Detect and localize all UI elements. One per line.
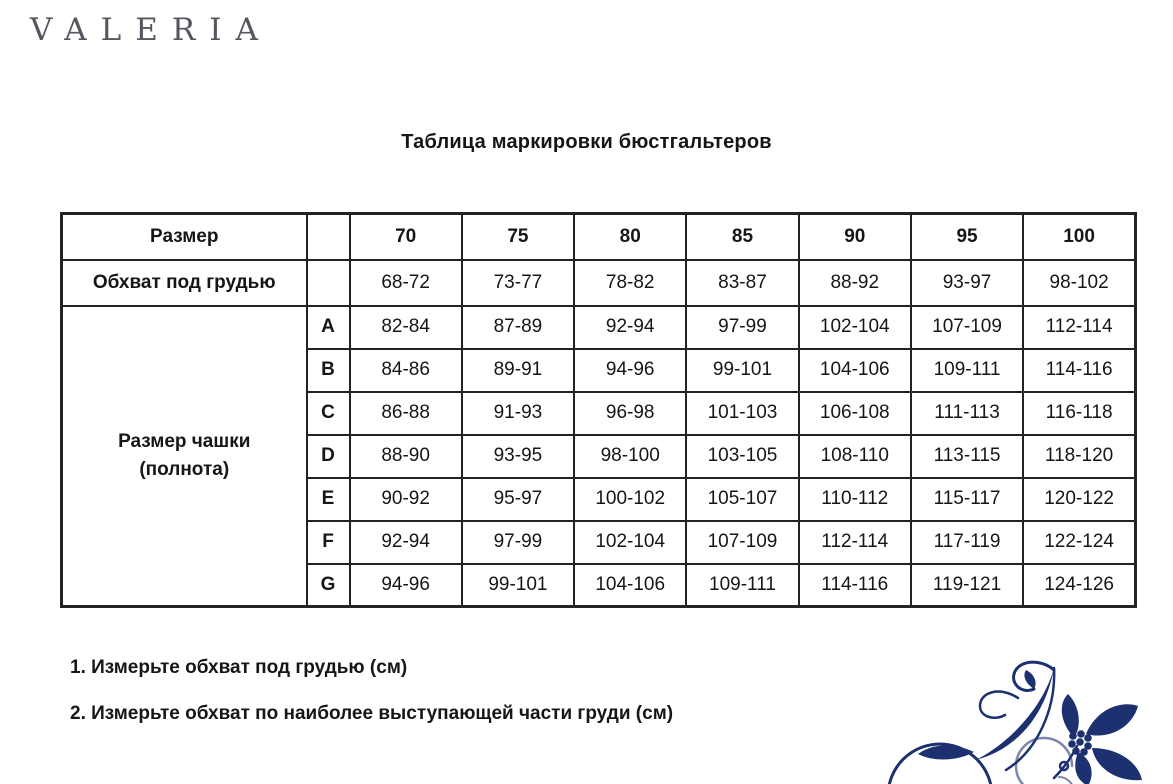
cup-value-cell: 124-126	[1022, 562, 1137, 608]
cup-value-cell: 118-120	[1022, 433, 1137, 479]
cup-value-cell: 116-118	[1022, 390, 1137, 436]
cup-value-cell: 110-112	[797, 476, 912, 522]
cup-value-cell: 109-111	[685, 562, 800, 608]
cup-label-line2: (полнота)	[139, 458, 230, 480]
cup-value-cell: 95-97	[460, 476, 576, 522]
table-row-cup-B: B 84-86 89-91 94-96 99-101 104-106 109-1…	[62, 347, 1137, 393]
underbust-cell: 88-92	[797, 258, 912, 307]
cup-value-cell: 107-109	[685, 519, 800, 565]
cup-size-row-label: Размер чашки (полнота)	[60, 304, 308, 608]
cup-letter-cell: A	[305, 304, 351, 350]
size-col-header: 100	[1022, 212, 1137, 261]
cup-letter-cell: B	[305, 347, 351, 393]
cup-value-cell: 88-90	[348, 433, 463, 479]
cup-value-cell: 109-111	[909, 347, 1025, 393]
underbust-row-label: Обхват под грудью	[60, 258, 308, 307]
size-col-header: 90	[797, 212, 912, 261]
cup-value-cell: 120-122	[1022, 476, 1137, 522]
underbust-cell: 73-77	[460, 258, 576, 307]
cup-value-cell: 99-101	[460, 562, 576, 608]
cup-value-cell: 114-116	[797, 562, 912, 608]
cup-value-cell: 122-124	[1022, 519, 1137, 565]
cup-value-cell: 84-86	[348, 347, 463, 393]
cup-value-cell: 102-104	[573, 519, 688, 565]
cup-value-cell: 98-100	[573, 433, 688, 479]
instruction-step-2: 2. Измерьте обхват по наиболее выступающ…	[70, 703, 674, 724]
cup-value-cell: 99-101	[685, 347, 800, 393]
underbust-cell: 78-82	[573, 258, 688, 307]
underbust-cell: 68-72	[348, 258, 463, 307]
cup-value-cell: 101-103	[685, 390, 800, 436]
cup-value-cell: 100-102	[573, 476, 688, 522]
cup-value-cell: 117-119	[909, 519, 1025, 565]
size-col-header: 80	[573, 212, 688, 261]
empty-cell	[305, 258, 351, 307]
page-title: Таблица маркировки бюстгальтеров	[401, 131, 772, 153]
cup-value-cell: 86-88	[348, 390, 463, 436]
cup-value-cell: 108-110	[797, 433, 912, 479]
cup-value-cell: 107-109	[909, 304, 1025, 350]
size-col-header: 70	[348, 212, 463, 261]
cup-value-cell: 115-117	[909, 476, 1025, 522]
table-row-size-header: Размер 70 75 80 85 90 95 100	[60, 212, 1137, 261]
cup-value-cell: 90-92	[348, 476, 463, 522]
cup-value-cell: 102-104	[797, 304, 912, 350]
size-col-header: 75	[460, 212, 576, 261]
cup-value-cell: 94-96	[573, 347, 688, 393]
cup-letter-cell: C	[305, 390, 351, 436]
table-row-cup-E: E 90-92 95-97 100-102 105-107 110-112 11…	[62, 476, 1137, 522]
underbust-cell: 83-87	[685, 258, 800, 307]
brand-logo: VALERIA	[30, 12, 272, 48]
cup-value-cell: 92-94	[348, 519, 463, 565]
cup-letter-cell: D	[305, 433, 351, 479]
table-row-cup-G: G 94-96 99-101 104-106 109-111 114-116 1…	[62, 562, 1137, 608]
size-col-header: 85	[685, 212, 800, 261]
cup-value-cell: 103-105	[685, 433, 800, 479]
cup-letter-cell: F	[305, 519, 351, 565]
table-row-cup-A: Размер чашки (полнота) A 82-84 87-89 92-…	[60, 304, 1137, 608]
cup-value-cell: 91-93	[460, 390, 576, 436]
cup-value-cell: 92-94	[573, 304, 688, 350]
cup-value-cell: 111-113	[909, 390, 1025, 436]
table-row-cup-F: F 92-94 97-99 102-104 107-109 112-114 11…	[62, 519, 1137, 565]
measuring-instructions: 1. Измерьте обхват под грудью (см) 2. Из…	[70, 657, 673, 749]
corner-cell	[305, 212, 351, 261]
cup-value-cell: 96-98	[573, 390, 688, 436]
cup-letter-cell: G	[305, 562, 351, 608]
cup-value-cell: 94-96	[348, 562, 463, 608]
cup-value-cell: 82-84	[348, 304, 463, 350]
cup-value-cell: 113-115	[909, 433, 1025, 479]
cup-value-cell: 93-95	[460, 433, 576, 479]
table-row-cup-C: C 86-88 91-93 96-98 101-103 106-108 111-…	[62, 390, 1137, 436]
underbust-cell: 93-97	[909, 258, 1025, 307]
instruction-step-1: 1. Измерьте обхват под грудью (см)	[70, 657, 408, 678]
cup-letter-cell: E	[305, 476, 351, 522]
size-col-header: 95	[909, 212, 1025, 261]
cup-value-cell: 114-116	[1022, 347, 1137, 393]
cup-value-cell: 112-114	[797, 519, 912, 565]
underbust-cell: 98-102	[1022, 258, 1137, 307]
table-row-cup-D: D 88-90 93-95 98-100 103-105 108-110 113…	[62, 433, 1137, 479]
cup-value-cell: 104-106	[797, 347, 912, 393]
cup-value-cell: 105-107	[685, 476, 800, 522]
cup-value-cell: 104-106	[573, 562, 688, 608]
bra-size-table: Размер 70 75 80 85 90 95 100 Обхват под …	[60, 212, 1137, 608]
size-row-label: Размер	[60, 212, 308, 261]
cup-value-cell: 87-89	[460, 304, 576, 350]
cup-value-cell: 112-114	[1022, 304, 1137, 350]
cup-value-cell: 97-99	[685, 304, 800, 350]
cup-value-cell: 97-99	[460, 519, 576, 565]
cup-value-cell: 106-108	[797, 390, 912, 436]
floral-swirl-ornament-icon	[887, 660, 1142, 784]
table-row-underbust: Обхват под грудью 68-72 73-77 78-82 83-8…	[60, 258, 1137, 307]
cup-value-cell: 89-91	[460, 347, 576, 393]
cup-label-line1: Размер чашки	[118, 431, 251, 453]
cup-value-cell: 119-121	[909, 562, 1025, 608]
